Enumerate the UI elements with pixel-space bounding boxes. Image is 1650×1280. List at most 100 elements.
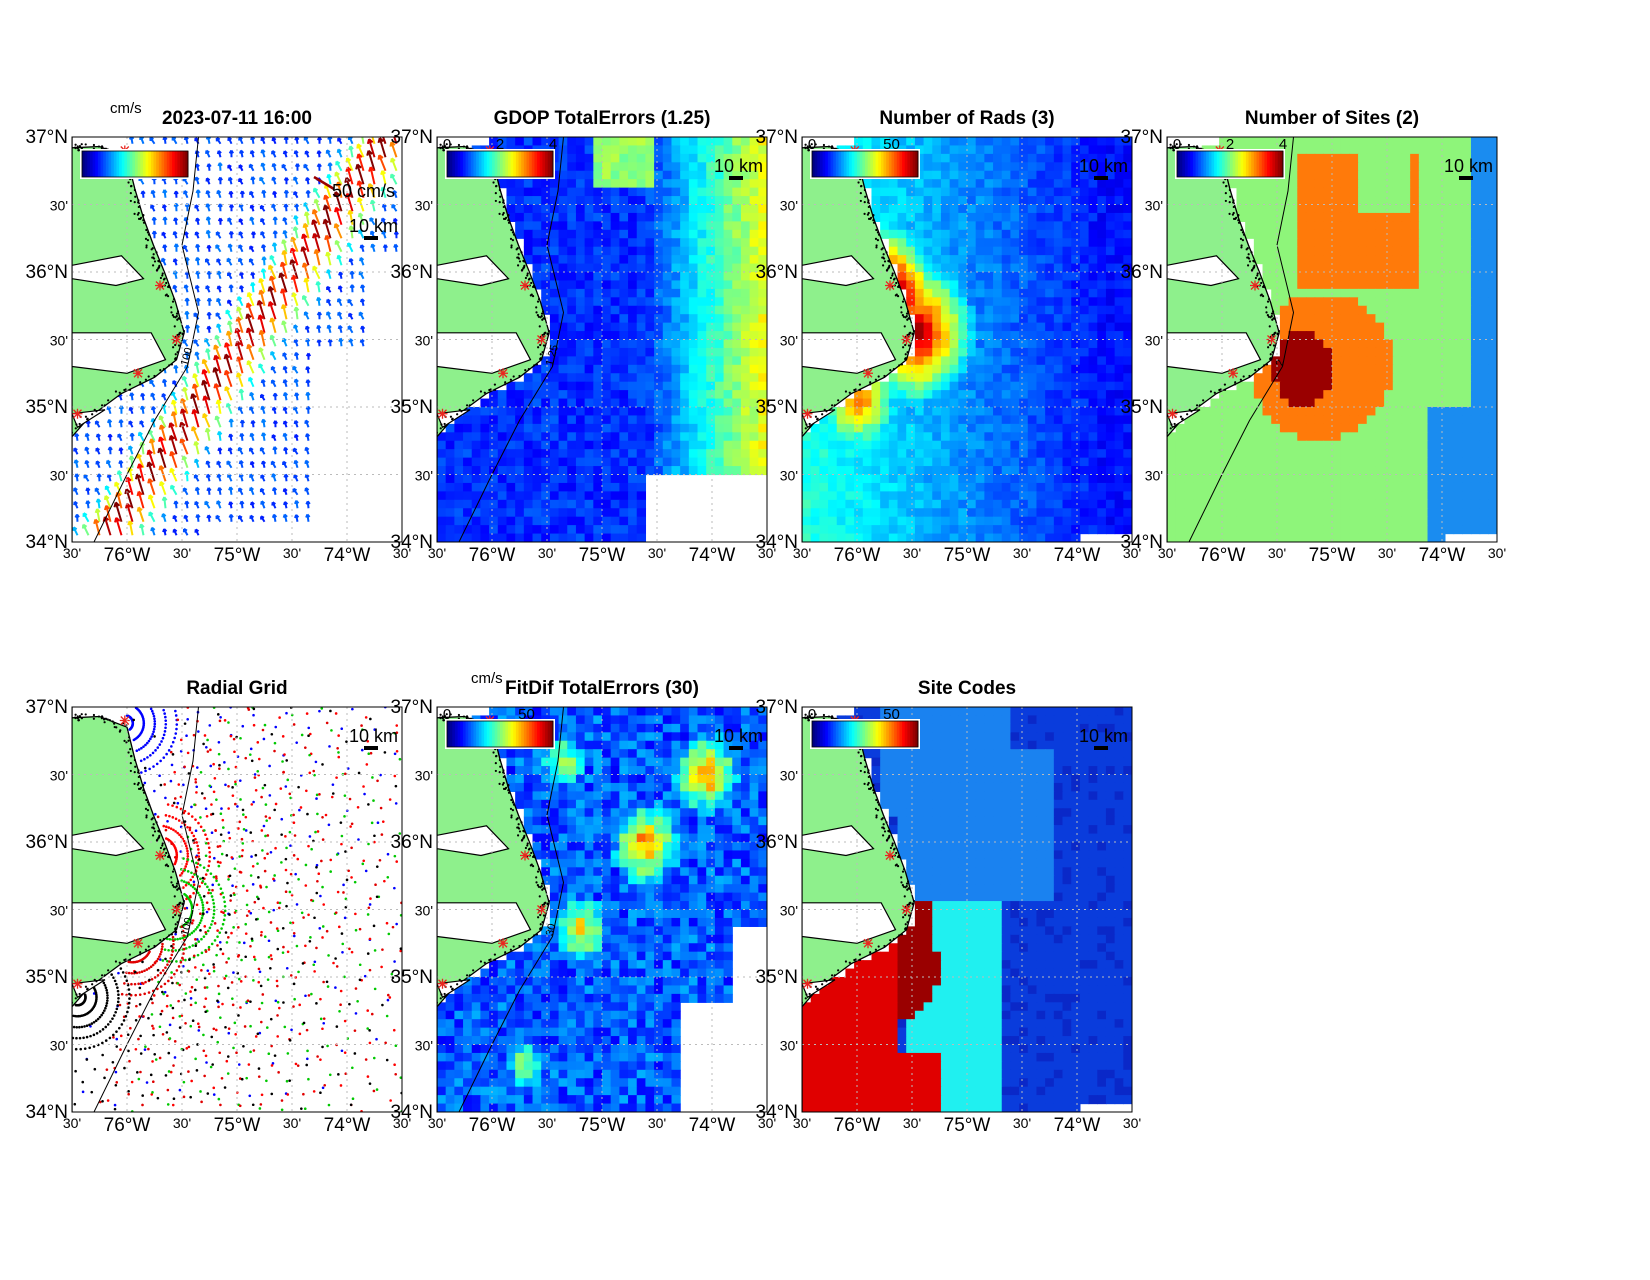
field-cell bbox=[1297, 247, 1306, 256]
field-cell bbox=[515, 517, 524, 526]
field-cell bbox=[1115, 475, 1124, 484]
coast-dot bbox=[495, 185, 497, 187]
field-cell bbox=[828, 534, 837, 543]
field-cell bbox=[611, 188, 620, 197]
field-cell bbox=[1410, 247, 1419, 256]
field-cell bbox=[706, 424, 715, 433]
field-cell bbox=[611, 280, 620, 289]
field-cell bbox=[689, 390, 698, 399]
field-cell bbox=[811, 500, 820, 509]
field-cell bbox=[619, 449, 628, 458]
field-cell bbox=[593, 230, 602, 239]
field-cell bbox=[898, 424, 907, 433]
field-cell bbox=[837, 441, 846, 450]
field-cell bbox=[1002, 188, 1011, 197]
field-cell bbox=[984, 356, 993, 365]
field-cell bbox=[1010, 145, 1019, 154]
field-cell bbox=[593, 441, 602, 450]
field-cell bbox=[1471, 230, 1480, 239]
field-cell bbox=[950, 424, 959, 433]
field-cell bbox=[671, 314, 680, 323]
field-cell bbox=[1263, 272, 1272, 281]
field-cell bbox=[602, 466, 611, 475]
field-cell bbox=[898, 247, 907, 256]
field-cell bbox=[898, 407, 907, 416]
field-cell bbox=[1097, 390, 1106, 399]
field-cell bbox=[1436, 331, 1445, 340]
field-cell bbox=[958, 340, 967, 349]
field-cell bbox=[741, 399, 750, 408]
field-cell bbox=[619, 424, 628, 433]
field-cell bbox=[1019, 306, 1028, 315]
field-cell bbox=[741, 365, 750, 374]
field-cell bbox=[1375, 221, 1384, 230]
field-cell bbox=[698, 280, 707, 289]
field-cell bbox=[863, 432, 872, 441]
field-cell bbox=[993, 171, 1002, 180]
field-cell bbox=[1054, 500, 1063, 509]
field-cell bbox=[663, 188, 672, 197]
field-cell bbox=[1089, 213, 1098, 222]
field-cell bbox=[550, 466, 559, 475]
field-cell bbox=[1419, 331, 1428, 340]
field-cell bbox=[541, 534, 550, 543]
field-cell bbox=[1341, 331, 1350, 340]
field-cell bbox=[837, 407, 846, 416]
field-cell bbox=[915, 238, 924, 247]
field-cell bbox=[724, 466, 733, 475]
coast-dot bbox=[903, 316, 905, 318]
field-cell bbox=[1089, 449, 1098, 458]
field-cell bbox=[1089, 230, 1098, 239]
field-cell bbox=[1054, 517, 1063, 526]
field-cell bbox=[550, 475, 559, 484]
field-cell bbox=[541, 441, 550, 450]
field-cell bbox=[1115, 331, 1124, 340]
field-cell bbox=[906, 365, 915, 374]
field-cell bbox=[1480, 179, 1489, 188]
field-cell bbox=[541, 390, 550, 399]
field-cell bbox=[1341, 154, 1350, 163]
field-cell bbox=[993, 306, 1002, 315]
field-cell bbox=[1036, 534, 1045, 543]
field-cell bbox=[819, 466, 828, 475]
field-cell bbox=[1002, 323, 1011, 332]
field-cell bbox=[898, 196, 907, 205]
field-cell bbox=[550, 424, 559, 433]
field-cell bbox=[1010, 356, 1019, 365]
field-cell bbox=[811, 449, 820, 458]
field-cell bbox=[515, 213, 524, 222]
field-cell bbox=[958, 314, 967, 323]
field-cell bbox=[906, 466, 915, 475]
field-cell bbox=[1358, 179, 1367, 188]
field-cell bbox=[1488, 331, 1497, 340]
field-cell bbox=[1393, 213, 1402, 222]
field-cell bbox=[1028, 500, 1037, 509]
field-cell bbox=[732, 230, 741, 239]
field-cell bbox=[480, 449, 489, 458]
field-cell bbox=[924, 331, 933, 340]
field-cell bbox=[1289, 348, 1298, 357]
field-cell bbox=[1488, 179, 1497, 188]
panel-title: GDOP TotalErrors (1.25) bbox=[494, 108, 711, 129]
field-cell bbox=[698, 390, 707, 399]
lat-label: 30' bbox=[780, 468, 798, 484]
field-cell bbox=[1097, 365, 1106, 374]
field-cell bbox=[976, 340, 985, 349]
field-cell bbox=[593, 534, 602, 543]
field-cell bbox=[1045, 171, 1054, 180]
coast-dot bbox=[859, 389, 861, 391]
field-cell bbox=[1289, 196, 1298, 205]
field-cell bbox=[993, 508, 1002, 517]
field-cell bbox=[680, 247, 689, 256]
field-cell bbox=[724, 230, 733, 239]
field-cell bbox=[715, 399, 724, 408]
field-cell bbox=[1019, 340, 1028, 349]
field-cell bbox=[663, 441, 672, 450]
field-cell bbox=[611, 205, 620, 214]
scale-bar-label: 10 km bbox=[714, 156, 763, 176]
field-cell bbox=[1358, 348, 1367, 357]
field-cell bbox=[889, 534, 898, 543]
field-cell bbox=[1454, 306, 1463, 315]
field-cell bbox=[1106, 188, 1115, 197]
field-cell bbox=[1097, 314, 1106, 323]
